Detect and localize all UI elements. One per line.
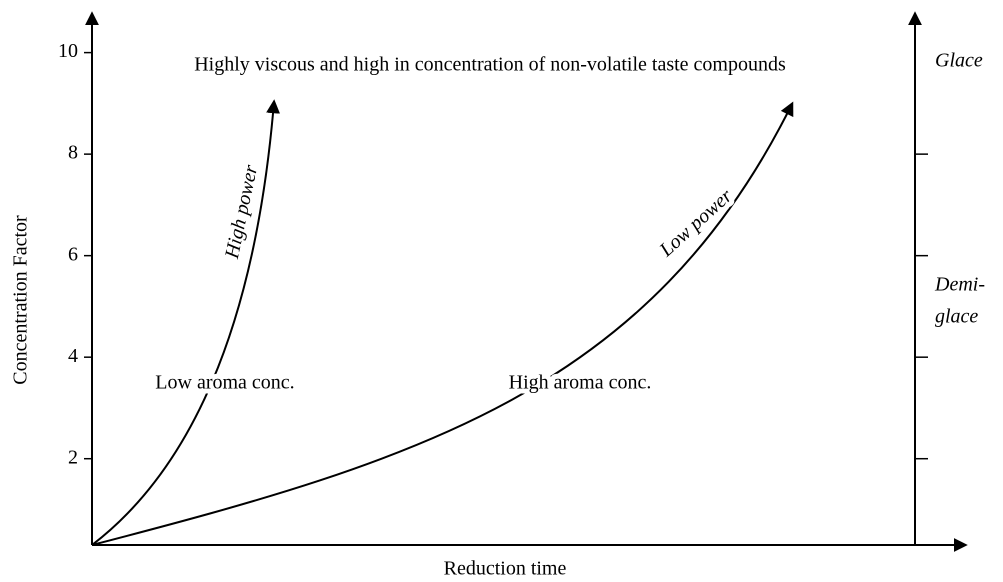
low-power-curve — [91, 101, 794, 546]
y-tick-label: 6 — [68, 243, 78, 265]
high-power-curve — [91, 99, 281, 546]
y-tick-label: 8 — [68, 142, 78, 164]
low-power-label: Low power — [655, 185, 737, 262]
y-tick-label: 4 — [68, 345, 78, 367]
high-power-label: High power — [221, 163, 263, 262]
high-aroma-label: High aroma conc. — [509, 372, 652, 394]
demi-label: glace — [935, 306, 978, 328]
y-tick-label: 2 — [68, 446, 78, 468]
x-axis-label: Reduction time — [444, 558, 567, 580]
y-tick-label: 10 — [58, 40, 78, 62]
y-axis-label: Concentration Factor — [10, 215, 32, 385]
low-aroma-label: Low aroma conc. — [155, 372, 294, 394]
glace-label: Glace — [935, 50, 983, 72]
demi-label: Demi- — [934, 274, 985, 296]
top-annotation: Highly viscous and high in concentration… — [194, 54, 786, 76]
